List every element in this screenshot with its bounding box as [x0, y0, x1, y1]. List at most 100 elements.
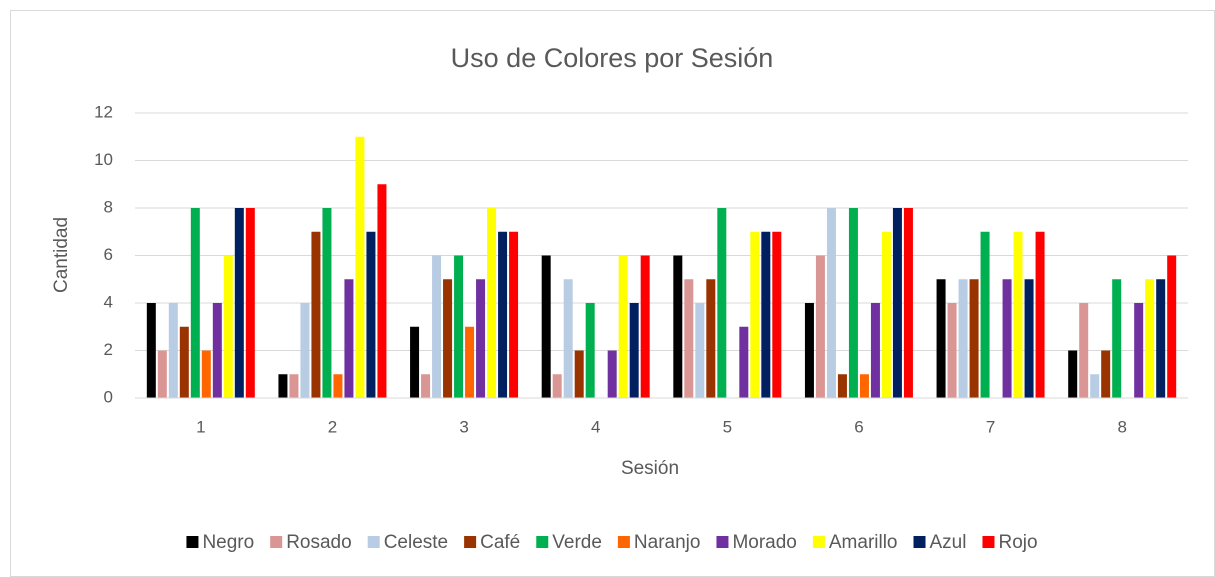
bar: [234, 208, 244, 398]
bar: [355, 136, 365, 398]
bar: [498, 231, 508, 398]
bar: [848, 208, 858, 398]
bar: [410, 326, 420, 398]
legend-swatch: [464, 536, 477, 548]
legend-swatch: [913, 536, 926, 548]
legend-label: Café: [480, 532, 520, 553]
bar: [168, 303, 178, 398]
bar: [980, 231, 990, 398]
bar: [750, 231, 760, 398]
bar: [903, 208, 913, 398]
bar: [300, 303, 310, 398]
bar: [1068, 350, 1078, 398]
legend-label: Azul: [930, 532, 967, 553]
bar: [509, 231, 519, 398]
legend-swatch: [617, 536, 630, 548]
x-axis-title: Sesión: [621, 458, 679, 479]
bar: [322, 208, 332, 398]
bar: [377, 184, 387, 398]
bar: [146, 303, 156, 398]
bar: [684, 279, 694, 398]
chart-title: Uso de Colores por Sesión: [451, 43, 774, 73]
bar: [366, 231, 376, 398]
y-tick-label: 4: [104, 292, 113, 311]
bar: [454, 255, 464, 398]
bar: [958, 279, 968, 398]
bar: [333, 374, 343, 398]
bar: [289, 374, 299, 398]
legend-label: Rosado: [286, 532, 352, 553]
bar: [947, 303, 957, 398]
bar: [859, 374, 869, 398]
legend-swatch: [716, 536, 729, 548]
bar: [881, 231, 891, 398]
y-tick-label: 12: [94, 102, 113, 121]
bar: [673, 255, 683, 398]
y-tick-label: 8: [104, 197, 113, 216]
bar: [278, 374, 288, 398]
bar: [344, 279, 354, 398]
bar: [695, 303, 705, 398]
bar: [552, 374, 562, 398]
y-tick-label: 10: [94, 150, 113, 169]
bar: [1145, 279, 1155, 398]
bar: [717, 208, 727, 398]
bar: [804, 303, 814, 398]
bar: [607, 350, 617, 398]
bar: [837, 374, 847, 398]
bar: [585, 303, 595, 398]
bar: [179, 326, 189, 398]
legend-swatch: [982, 536, 995, 548]
bar: [1134, 303, 1144, 398]
bar: [223, 255, 233, 398]
bar: [870, 303, 880, 398]
bar: [443, 279, 453, 398]
x-tick-label: 4: [591, 417, 600, 436]
bar: [421, 374, 431, 398]
legend-label: Rojo: [998, 532, 1037, 553]
legend-swatch: [812, 536, 825, 548]
bar: [1112, 279, 1122, 398]
legend-swatch: [536, 536, 549, 548]
bar: [157, 350, 167, 398]
bar: [815, 255, 825, 398]
bar: [476, 279, 486, 398]
bar: [201, 350, 211, 398]
bar: [1101, 350, 1111, 398]
y-tick-label: 0: [104, 387, 113, 406]
bar: [826, 208, 836, 398]
bar: [311, 231, 321, 398]
y-tick-label: 2: [104, 340, 113, 359]
bar: [541, 255, 551, 398]
bar: [640, 255, 650, 398]
y-axis-title: Cantidad: [51, 217, 72, 293]
x-tick-label: 1: [196, 417, 205, 436]
bar: [772, 231, 782, 398]
bar: [1002, 279, 1012, 398]
bar: [432, 255, 442, 398]
bar: [465, 326, 475, 398]
bar: [245, 208, 255, 398]
bar: [563, 279, 573, 398]
bar: [1024, 279, 1034, 398]
bar: [1090, 374, 1100, 398]
legend-label: Naranjo: [634, 532, 701, 553]
y-tick-label: 6: [104, 245, 113, 264]
bar: [1167, 255, 1177, 398]
legend-swatch: [186, 536, 199, 548]
bar: [190, 208, 200, 398]
bar: [212, 303, 222, 398]
bar: [892, 208, 902, 398]
legend-label: Amarillo: [829, 532, 898, 553]
x-tick-label: 7: [986, 417, 995, 436]
bar: [761, 231, 771, 398]
legend-swatch: [367, 536, 380, 548]
bar: [487, 208, 497, 398]
bar: [936, 279, 946, 398]
bar: [706, 279, 716, 398]
legend-swatch: [270, 536, 283, 548]
bar: [1079, 303, 1089, 398]
bar: [618, 255, 628, 398]
bar: [1156, 279, 1166, 398]
